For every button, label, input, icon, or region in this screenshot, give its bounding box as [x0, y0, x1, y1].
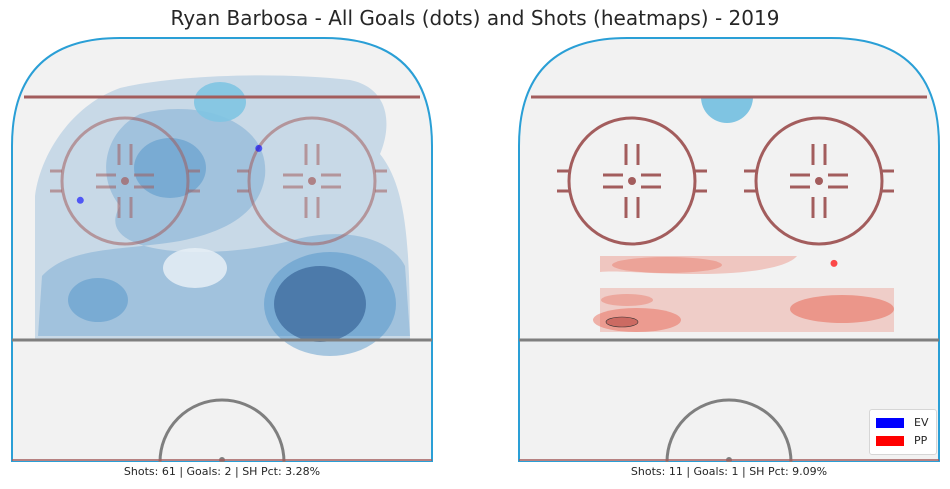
- ev-heatmap: [35, 75, 410, 356]
- legend-item-ev: EV: [876, 416, 932, 430]
- pp-goal-dot: [830, 259, 838, 267]
- pp-goal-dots: [830, 259, 838, 267]
- rink-outline: [518, 37, 940, 462]
- right-faceoff-dot: [308, 177, 316, 185]
- ev-goal-dot: [255, 144, 263, 152]
- legend-label-pp: PP: [914, 434, 928, 447]
- legend: EV PP: [869, 409, 937, 455]
- pp-caption: Shots: 11 | Goals: 1 | SH Pct: 9.09%: [630, 465, 828, 478]
- ev-swatch: [876, 418, 904, 428]
- right-faceoff-circle: [744, 116, 894, 246]
- left-faceoff-circle: [557, 116, 707, 246]
- chart-title: Ryan Barbosa - All Goals (dots) and Shot…: [170, 6, 780, 30]
- rink-outline: [11, 37, 433, 462]
- ev-caption: Shots: 61 | Goals: 2 | SH Pct: 3.28%: [123, 465, 321, 478]
- pp-swatch: [876, 436, 904, 446]
- ev-goal-dot: [76, 196, 84, 204]
- center-circle: [158, 398, 286, 462]
- left-faceoff-dot: [628, 177, 636, 185]
- left-faceoff-dot: [121, 177, 129, 185]
- pp-rink-panel: [518, 37, 940, 462]
- legend-label-ev: EV: [914, 416, 929, 429]
- legend-item-pp: PP: [876, 434, 932, 448]
- pp-heatmap: [593, 256, 894, 332]
- goal-crease: [701, 97, 753, 123]
- left-faceoff-circle: [50, 116, 200, 246]
- right-faceoff-dot: [815, 177, 823, 185]
- ev-goal-dots: [76, 144, 263, 204]
- center-circle: [665, 398, 793, 462]
- right-faceoff-circle: [237, 116, 387, 246]
- ev-rink-panel: [11, 37, 433, 462]
